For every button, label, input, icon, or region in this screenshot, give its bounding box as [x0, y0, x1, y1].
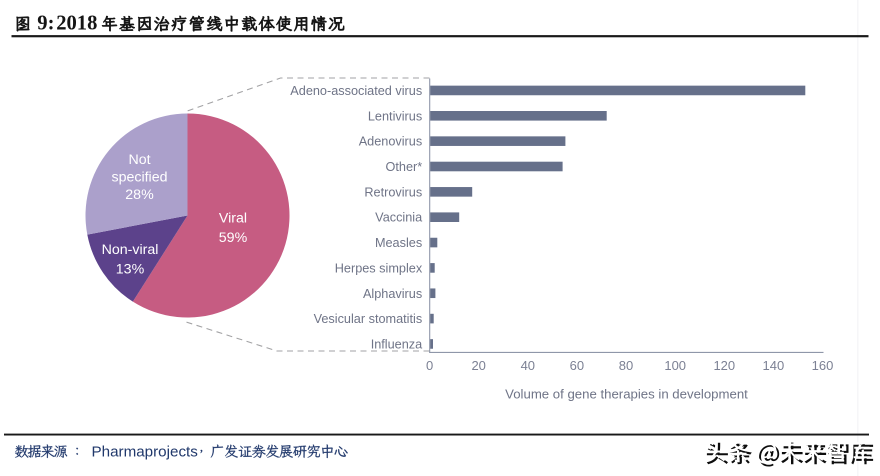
svg-text:Not: Not: [128, 152, 150, 168]
svg-text:Alphavirus: Alphavirus: [363, 287, 422, 301]
svg-text:Retrovirus: Retrovirus: [364, 185, 422, 199]
svg-text:Vaccinia: Vaccinia: [375, 211, 423, 225]
svg-text:100: 100: [664, 358, 686, 373]
svg-text:160: 160: [812, 358, 834, 373]
svg-text:80: 80: [619, 358, 633, 373]
svg-text:9:: 9:: [37, 13, 54, 35]
svg-text:20: 20: [471, 358, 485, 373]
svg-text:Other*: Other*: [386, 160, 423, 174]
svg-text:Volume of gene therapies in de: Volume of gene therapies in development: [505, 386, 748, 401]
svg-text:Measles: Measles: [375, 236, 422, 250]
svg-text:28%: 28%: [125, 187, 154, 203]
svg-text:120: 120: [713, 358, 735, 373]
svg-text:60: 60: [570, 358, 584, 373]
svg-text:Herpes simplex: Herpes simplex: [335, 261, 423, 275]
svg-text:59%: 59%: [219, 230, 248, 246]
svg-text:Adenovirus: Adenovirus: [359, 135, 422, 149]
svg-text:40: 40: [521, 358, 535, 373]
svg-text:Lentivirus: Lentivirus: [368, 109, 422, 123]
svg-text:Adeno-associated virus: Adeno-associated virus: [290, 84, 422, 98]
svg-text:specified: specified: [112, 169, 168, 185]
svg-text:Vesicular stomatitis: Vesicular stomatitis: [314, 312, 423, 326]
svg-text:13%: 13%: [116, 262, 145, 278]
svg-text:Pharmaprojects: Pharmaprojects: [92, 443, 199, 460]
svg-text:140: 140: [763, 358, 785, 373]
svg-text:Viral: Viral: [219, 210, 247, 226]
svg-text:Influenza: Influenza: [371, 337, 423, 351]
svg-text:2018: 2018: [56, 13, 97, 35]
svg-text:0: 0: [426, 358, 433, 373]
svg-text:Non-viral: Non-viral: [102, 242, 159, 258]
